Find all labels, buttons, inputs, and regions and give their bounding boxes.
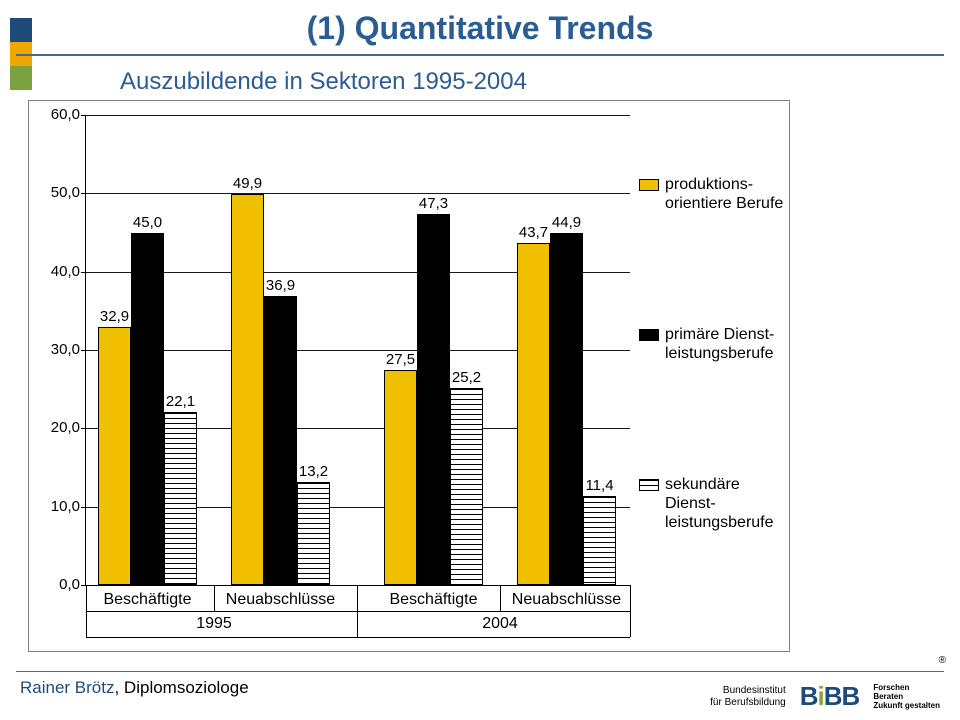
- x-subgroup-label: Neuabschlüsse: [512, 591, 621, 609]
- footer-author: Rainer Brötz, Diplomsoziologe: [20, 678, 249, 698]
- footer-logo: Bundesinstitut für Berufsbildung BiBB Fo…: [710, 681, 940, 712]
- legend-swatch: [639, 479, 659, 491]
- bar-value-label: 22,1: [156, 393, 206, 410]
- logo-institute-text: Bundesinstitut für Berufsbildung: [710, 685, 786, 709]
- author-title: , Diplomsoziologe: [114, 678, 248, 697]
- chart-plot-area: 0,010,020,030,040,050,060,032,945,022,14…: [85, 115, 630, 586]
- bar: [583, 496, 616, 585]
- logo-bibb: BiBB: [800, 681, 860, 712]
- bar: [231, 194, 264, 585]
- author-name: Rainer Brötz: [20, 678, 114, 697]
- bar-value-label: 13,2: [289, 463, 339, 480]
- bar-value-label: 25,2: [442, 369, 492, 386]
- bar: [98, 327, 131, 585]
- legend-swatch: [639, 329, 659, 341]
- x-group-label: 2004: [482, 615, 518, 633]
- slide-title: (1) Quantitative Trends: [0, 10, 960, 47]
- y-tick-label: 10,0: [32, 498, 80, 515]
- logo-tagline: Forschen Beraten Zukunft gestalten: [873, 683, 940, 710]
- bar-value-label: 44,9: [542, 214, 592, 231]
- legend-label: sekundäre Dienst-leistungsberufe: [665, 475, 790, 532]
- x-group-label: 1995: [196, 615, 232, 633]
- y-tick-label: 0,0: [32, 576, 80, 593]
- bar: [517, 243, 550, 585]
- y-tick-label: 60,0: [32, 106, 80, 123]
- bar: [384, 370, 417, 585]
- slide-subtitle: Auszubildende in Sektoren 1995-2004: [120, 68, 527, 96]
- bar: [450, 388, 483, 585]
- legend-label: produktions-orientiere Berufe: [665, 175, 790, 213]
- gridline: [86, 193, 630, 194]
- bar-value-label: 11,4: [575, 477, 625, 494]
- bar: [550, 233, 583, 585]
- bar-value-label: 45,0: [123, 214, 173, 231]
- gridline: [86, 115, 630, 116]
- bar: [417, 214, 450, 585]
- bar-value-label: 49,9: [223, 175, 273, 192]
- chart-legend: produktions-orientiere Berufeprimäre Die…: [639, 115, 785, 585]
- legend-label: primäre Dienst-leistungsberufe: [665, 325, 790, 363]
- chart-container: 0,010,020,030,040,050,060,032,945,022,14…: [28, 100, 790, 652]
- slide: (1) Quantitative Trends Auszubildende in…: [0, 0, 960, 720]
- x-subgroup-label: Neuabschlüsse: [226, 591, 335, 609]
- bar: [264, 296, 297, 585]
- registered-mark: ®: [939, 655, 946, 666]
- footer-rule: [16, 671, 944, 672]
- bar-value-label: 47,3: [409, 195, 459, 212]
- x-subgroup-label: Beschäftigte: [389, 591, 477, 609]
- x-subgroup-label: Beschäftigte: [103, 591, 191, 609]
- y-tick-label: 50,0: [32, 184, 80, 201]
- bar-value-label: 36,9: [256, 277, 306, 294]
- bar: [164, 412, 197, 585]
- y-tick-label: 40,0: [32, 263, 80, 280]
- y-tick-label: 20,0: [32, 419, 80, 436]
- legend-swatch: [639, 179, 659, 191]
- title-rule: [16, 54, 944, 56]
- y-tick-label: 30,0: [32, 341, 80, 358]
- bar: [297, 482, 330, 585]
